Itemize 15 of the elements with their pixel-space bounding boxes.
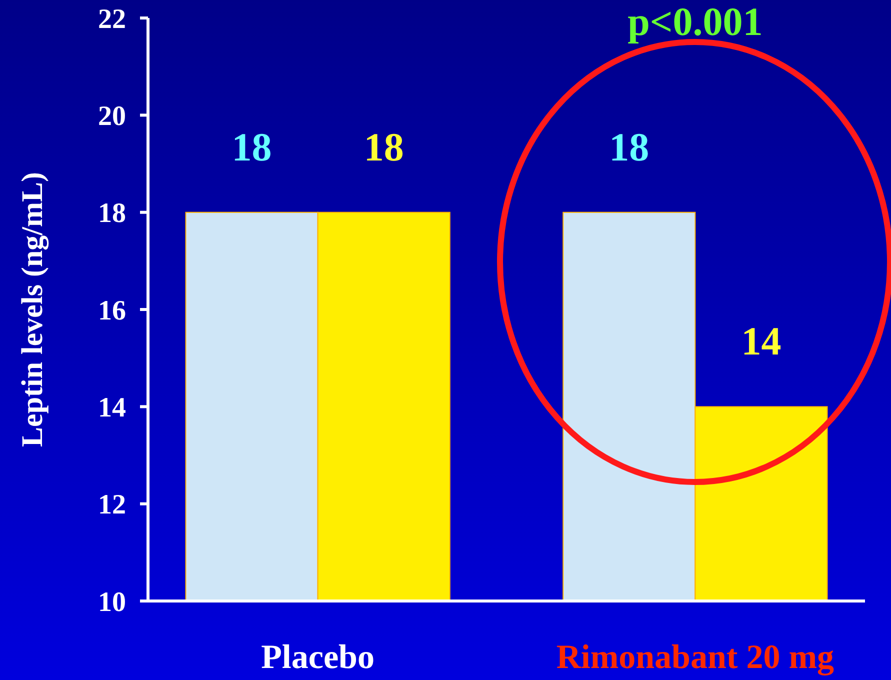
y-tick-label: 18 <box>98 198 126 230</box>
data-label: 18 <box>609 124 650 170</box>
y-tick-label: 22 <box>98 4 126 35</box>
data-label: 18 <box>232 124 272 170</box>
y-tick-label: 14 <box>98 392 126 424</box>
y-tick-label: 16 <box>98 295 126 326</box>
y-tick-label: 20 <box>98 100 126 132</box>
data-label: 18 <box>364 124 404 170</box>
annotation: p<0.001 <box>628 0 763 44</box>
x-tick-label: Rimonabant 20 mg <box>556 639 834 676</box>
y-axis-title: Leptin levels (ng/mL) <box>16 172 49 447</box>
y-tick-label: 10 <box>98 586 126 618</box>
data-label: 14 <box>741 318 782 364</box>
y-tick-label: 12 <box>98 490 126 521</box>
x-tick-label: Placebo <box>261 639 374 676</box>
